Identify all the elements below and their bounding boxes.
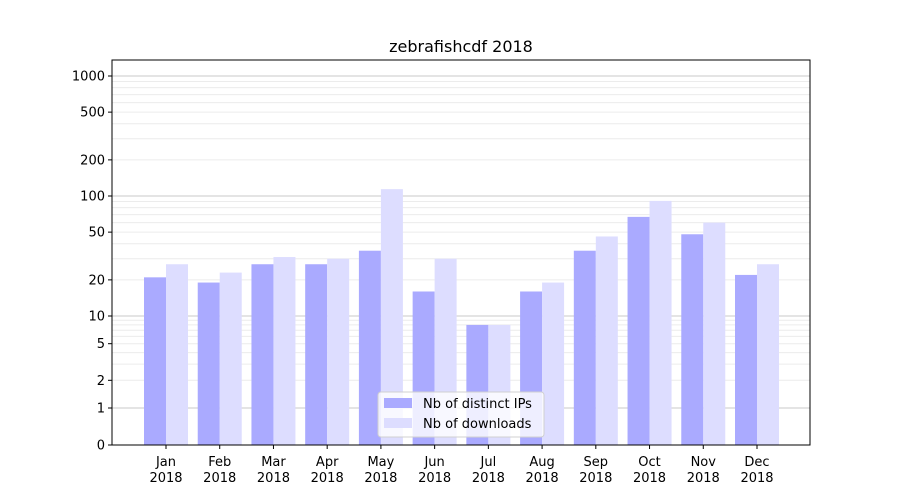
x-tick-label: Dec 2018	[740, 455, 773, 486]
bar-distinct-ips	[358, 250, 381, 445]
y-tick-label: 1000	[72, 70, 105, 85]
plot-frame	[111, 59, 811, 446]
bars	[144, 189, 779, 445]
legend-swatch	[384, 418, 412, 428]
bar-distinct-ips	[735, 274, 757, 445]
x-tick-label: Nov 2018	[687, 455, 720, 486]
x-tick-label: Jun 2018	[418, 455, 451, 486]
bar-downloads	[219, 272, 242, 445]
chart-title: zebrafishcdf 2018	[389, 37, 533, 56]
x-tick-label: Jan 2018	[149, 455, 182, 486]
y-tick-label: 1	[97, 402, 105, 417]
x-axis: Jan 2018 Feb 2018 Mar 2018 Apr 2018 May 2018 Jun 20…	[149, 445, 774, 486]
bar-distinct-ips	[305, 264, 328, 445]
legend-box	[377, 391, 545, 438]
bar-downloads	[649, 200, 672, 445]
y-tick-label: 10	[88, 310, 105, 325]
legend-swatch	[384, 398, 412, 408]
legend: Nb of distinct IPs Nb of downloads	[377, 391, 545, 438]
x-tick-label: May 2018	[364, 455, 397, 486]
bar-downloads	[327, 258, 350, 445]
y-tick-label: 100	[80, 190, 105, 205]
legend-label: Nb of downloads	[423, 417, 532, 432]
x-tick-label: Sep 2018	[579, 455, 612, 486]
x-tick-label: Jul 2018	[472, 455, 505, 486]
y-tick-label: 20	[88, 273, 105, 288]
bar-downloads	[542, 282, 565, 445]
y-tick-label: 200	[80, 153, 105, 168]
bar-downloads	[166, 264, 188, 445]
y-tick-label: 5	[97, 337, 105, 352]
bar-distinct-ips	[681, 234, 704, 445]
x-tick-label: Feb 2018	[203, 455, 236, 486]
x-tick-label: Oct 2018	[633, 455, 666, 486]
y-tick-label: 50	[88, 226, 105, 241]
legend-label: Nb of distinct IPs	[423, 397, 532, 412]
x-tick-label: Apr 2018	[311, 455, 344, 486]
x-tick-label: Mar 2018	[257, 455, 290, 486]
y-tick-label: 2	[97, 374, 105, 389]
bar-downloads	[595, 236, 618, 445]
bar-distinct-ips	[627, 216, 650, 445]
x-tick-label: Aug 2018	[526, 455, 559, 486]
bar-downloads	[273, 257, 296, 445]
y-tick-label: 0	[97, 439, 105, 454]
bar-distinct-ips	[144, 277, 166, 445]
bar-distinct-ips	[251, 264, 274, 445]
bar-distinct-ips	[573, 250, 596, 445]
bar-downloads	[703, 222, 726, 445]
bar-downloads	[757, 264, 779, 445]
y-tick-label: 500	[80, 106, 105, 121]
bar-downloads	[380, 189, 403, 445]
y-axis: 0 1 2 5 10 20 50 100 200 500 1000	[72, 70, 112, 454]
bar-distinct-ips	[197, 282, 220, 445]
